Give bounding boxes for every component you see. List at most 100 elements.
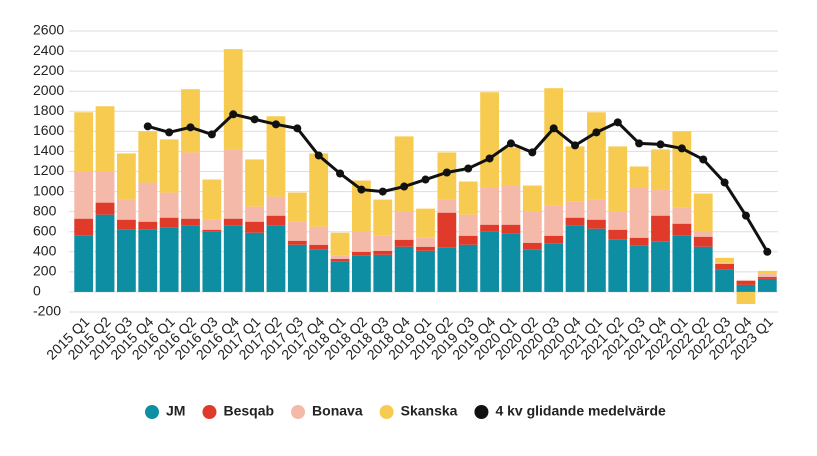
bar-segment xyxy=(565,225,585,292)
line-point xyxy=(378,187,387,196)
bar-segment xyxy=(95,202,115,215)
bar-segment xyxy=(437,212,457,248)
bar-segment xyxy=(757,273,777,277)
bar-segment xyxy=(117,153,136,200)
bar-segment xyxy=(266,196,286,216)
line-point xyxy=(442,168,451,177)
bar-segment xyxy=(587,199,606,220)
bar-segment xyxy=(629,166,649,188)
bar-segment xyxy=(629,187,649,238)
legend-marker xyxy=(474,405,489,419)
line-point xyxy=(571,141,580,150)
bar-segment xyxy=(373,254,393,292)
line-point xyxy=(357,185,366,194)
bar-segment xyxy=(522,211,542,243)
line-point xyxy=(549,124,558,133)
bar-segment xyxy=(587,228,606,292)
bar-segment xyxy=(223,49,243,150)
y-tick-label: 800 xyxy=(33,202,57,218)
bar-segment xyxy=(693,246,713,292)
bar-segment xyxy=(266,116,286,197)
y-tick-label: 200 xyxy=(33,263,57,279)
bar-segment xyxy=(223,218,243,226)
bar-segment xyxy=(651,149,670,190)
y-tick-label: 1800 xyxy=(33,102,64,118)
bar-segment xyxy=(223,149,243,219)
bar-segment xyxy=(394,239,414,247)
bar-segment xyxy=(565,217,585,226)
legend-label: Skanska xyxy=(401,403,458,419)
bar-segment xyxy=(501,224,521,234)
bar-segment xyxy=(672,235,692,292)
bar-segment xyxy=(181,225,200,292)
bar-segment xyxy=(587,219,606,229)
bar-segment xyxy=(74,171,94,219)
line-point xyxy=(528,148,537,157)
legend-marker xyxy=(291,405,306,419)
bar-segment xyxy=(757,278,777,292)
legend-label: Bonava xyxy=(312,403,363,419)
bar-segment xyxy=(522,242,542,250)
line-point xyxy=(741,211,750,220)
bar-segment xyxy=(117,219,136,230)
bar-segment xyxy=(458,244,478,292)
line-point xyxy=(592,128,601,137)
bar-segment xyxy=(95,171,115,203)
bar-segment xyxy=(501,233,521,292)
bar-segment xyxy=(266,215,286,226)
bar-segment xyxy=(736,279,756,281)
bar-segment xyxy=(373,235,393,251)
bar-segment xyxy=(159,139,179,193)
bar-segment xyxy=(287,221,307,241)
bar-segment xyxy=(74,235,94,292)
legend-label: JM xyxy=(166,403,185,419)
bar-segment xyxy=(309,244,329,250)
bar-segment xyxy=(394,246,414,292)
bar-segment xyxy=(629,237,649,246)
y-tick-label: 600 xyxy=(33,222,57,238)
bar-segment xyxy=(95,214,115,292)
y-tick-label: 1000 xyxy=(33,182,64,198)
bar-segment xyxy=(736,291,756,304)
bar-segment xyxy=(330,232,350,256)
line-point xyxy=(485,154,494,163)
bar-segment xyxy=(587,112,606,200)
bar-segment xyxy=(309,249,329,292)
bar-segment xyxy=(480,187,499,225)
bar-segment xyxy=(629,245,649,292)
bar-segment xyxy=(693,236,713,247)
y-tick-label: -200 xyxy=(33,303,61,319)
line-point xyxy=(421,175,430,184)
bar-segment xyxy=(672,223,692,236)
line-point xyxy=(613,118,622,127)
bar-segment xyxy=(565,146,585,202)
line-point xyxy=(271,120,280,129)
y-tick-label: 2200 xyxy=(33,62,64,78)
bar-segment xyxy=(672,207,692,224)
bar-segment xyxy=(544,243,564,292)
bar-segment xyxy=(287,240,307,245)
line-point xyxy=(336,169,345,178)
line-point xyxy=(656,140,665,149)
bar-segment xyxy=(458,214,478,236)
bar-segment xyxy=(352,231,371,252)
bar-segment xyxy=(565,201,585,218)
legend-label: 4 kv glidande medelvärde xyxy=(495,403,666,419)
bar-segment xyxy=(159,227,179,292)
bar-segment xyxy=(74,112,94,172)
bar-segment xyxy=(181,218,200,226)
bar-segment xyxy=(309,153,329,227)
line-point xyxy=(635,139,644,148)
bar-segment xyxy=(608,239,628,292)
y-tick-label: 2000 xyxy=(33,82,64,98)
bar-segment xyxy=(757,270,777,274)
line-point xyxy=(186,123,195,132)
bar-segment xyxy=(501,147,521,186)
line-point xyxy=(677,144,686,153)
legend: JM Besqab Bonava Skanska 4 kv glidande medel… xyxy=(145,403,666,419)
bar-segment xyxy=(544,235,564,244)
legend-marker xyxy=(202,405,217,419)
bar-segment xyxy=(202,219,222,230)
bar-segment xyxy=(352,180,371,232)
bar-segment xyxy=(117,199,136,220)
